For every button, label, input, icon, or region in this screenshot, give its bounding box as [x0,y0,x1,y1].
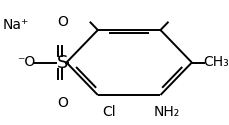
Text: Cl: Cl [102,106,116,120]
Text: S: S [56,54,68,72]
Text: Na⁺: Na⁺ [2,18,28,32]
Text: O: O [57,96,67,110]
Text: ⁻O: ⁻O [16,56,35,70]
Text: O: O [57,15,67,29]
Text: NH₂: NH₂ [153,106,179,120]
Text: CH₃: CH₃ [202,56,228,70]
